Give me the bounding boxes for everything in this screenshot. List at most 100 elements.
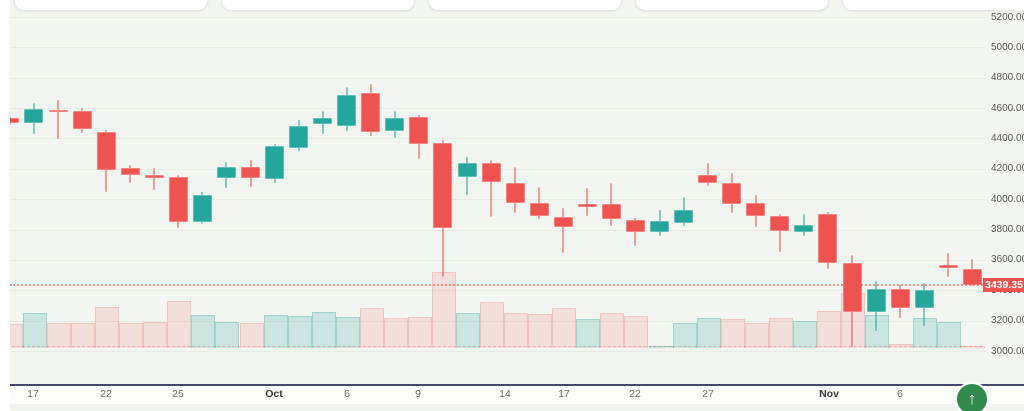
candle[interactable] (625, 220, 645, 233)
candle[interactable] (577, 204, 597, 207)
volume-bar[interactable] (768, 318, 793, 348)
candle[interactable] (96, 132, 116, 171)
candle[interactable] (722, 183, 742, 205)
candle[interactable] (505, 183, 525, 204)
candle[interactable] (650, 221, 670, 233)
volume-bar[interactable] (913, 318, 938, 348)
candle[interactable] (866, 289, 886, 313)
volume-bar[interactable] (407, 317, 432, 348)
candle[interactable] (553, 217, 573, 228)
candle[interactable] (144, 175, 164, 178)
candle[interactable] (529, 203, 549, 217)
volume-bar[interactable] (47, 323, 72, 348)
candle[interactable] (698, 175, 718, 184)
volume-bar[interactable] (167, 301, 192, 348)
candle[interactable] (674, 210, 694, 224)
y-gridline (10, 290, 986, 292)
candle[interactable] (433, 143, 453, 229)
top-card-2[interactable] (221, 0, 415, 11)
y-gridline (10, 320, 986, 322)
volume-bar[interactable] (191, 315, 216, 348)
top-card-1[interactable] (14, 0, 208, 11)
volume-bar[interactable] (816, 311, 841, 348)
volume-bar[interactable] (71, 323, 96, 348)
candle[interactable] (962, 269, 982, 285)
top-card-5[interactable] (842, 0, 1024, 11)
candle[interactable] (361, 93, 381, 133)
volume-bar[interactable] (95, 307, 120, 348)
candle[interactable] (794, 225, 814, 233)
candle[interactable] (842, 263, 862, 313)
volume-bar[interactable] (239, 323, 264, 348)
volume-bar[interactable] (263, 315, 288, 348)
volume-bar[interactable] (359, 308, 384, 348)
volume-bar[interactable] (480, 302, 505, 348)
candle[interactable] (24, 109, 44, 124)
volume-bar[interactable] (792, 321, 817, 348)
top-card-row (14, 0, 1024, 11)
x-axis-label: 14 (499, 388, 511, 400)
volume-bar[interactable] (456, 313, 481, 348)
x-axis-label: 27 (702, 388, 714, 400)
volume-bar[interactable] (624, 316, 649, 348)
candle[interactable] (938, 265, 958, 268)
candle[interactable] (481, 163, 501, 183)
volume-bar[interactable] (335, 317, 360, 348)
candle[interactable] (120, 168, 140, 176)
volume-bar[interactable] (937, 322, 962, 348)
candle[interactable] (770, 216, 790, 232)
volume-bar[interactable] (600, 313, 625, 348)
candle-wick (562, 208, 565, 254)
candle[interactable] (409, 117, 429, 145)
candle[interactable] (818, 214, 838, 264)
candle[interactable] (265, 146, 285, 180)
y-gridline (10, 17, 986, 18)
volume-bar[interactable] (576, 319, 601, 348)
volume-bar[interactable] (504, 313, 529, 348)
candle[interactable] (192, 195, 212, 223)
volume-bar[interactable] (696, 318, 721, 348)
volume-bar[interactable] (720, 319, 745, 348)
volume-bar[interactable] (143, 322, 168, 348)
candle[interactable] (601, 204, 621, 220)
candle-wick (947, 253, 950, 278)
candle[interactable] (457, 163, 477, 178)
y-gridline (10, 351, 986, 352)
candle[interactable] (385, 118, 405, 132)
volume-bar[interactable] (648, 346, 673, 348)
top-card-4[interactable] (635, 0, 829, 11)
volume-bar[interactable] (383, 318, 408, 348)
y-axis-label: 3000.00 (991, 345, 1024, 357)
candle[interactable] (890, 289, 910, 309)
volume-bar[interactable] (865, 315, 890, 348)
candle[interactable] (241, 167, 260, 179)
scroll-to-top-button[interactable]: ↑ (955, 382, 989, 411)
candle[interactable] (289, 126, 309, 149)
volume-bar[interactable] (215, 322, 240, 348)
candle[interactable] (337, 95, 357, 127)
candle[interactable] (168, 177, 188, 223)
volume-bar[interactable] (22, 313, 47, 348)
volume-bar[interactable] (889, 344, 914, 348)
volume-bar[interactable] (287, 316, 312, 348)
candle[interactable] (48, 109, 68, 113)
top-card-3[interactable] (428, 0, 622, 11)
candle[interactable] (313, 118, 333, 125)
candle[interactable] (746, 203, 766, 217)
candle[interactable] (216, 167, 236, 179)
volume-bar[interactable] (119, 323, 144, 348)
volume-bar[interactable] (961, 346, 986, 348)
y-gridline (10, 47, 986, 49)
candle[interactable] (72, 111, 92, 130)
volume-bar[interactable] (528, 314, 553, 348)
x-axis-label: 22 (100, 388, 112, 400)
current-price-line (10, 283, 983, 286)
candle[interactable] (914, 290, 934, 309)
y-gridline (10, 259, 986, 261)
volume-bar[interactable] (744, 323, 769, 348)
volume-bar[interactable] (672, 323, 697, 348)
x-axis-label: 6 (897, 388, 903, 400)
volume-bar[interactable] (311, 312, 336, 348)
volume-bar[interactable] (552, 308, 577, 348)
